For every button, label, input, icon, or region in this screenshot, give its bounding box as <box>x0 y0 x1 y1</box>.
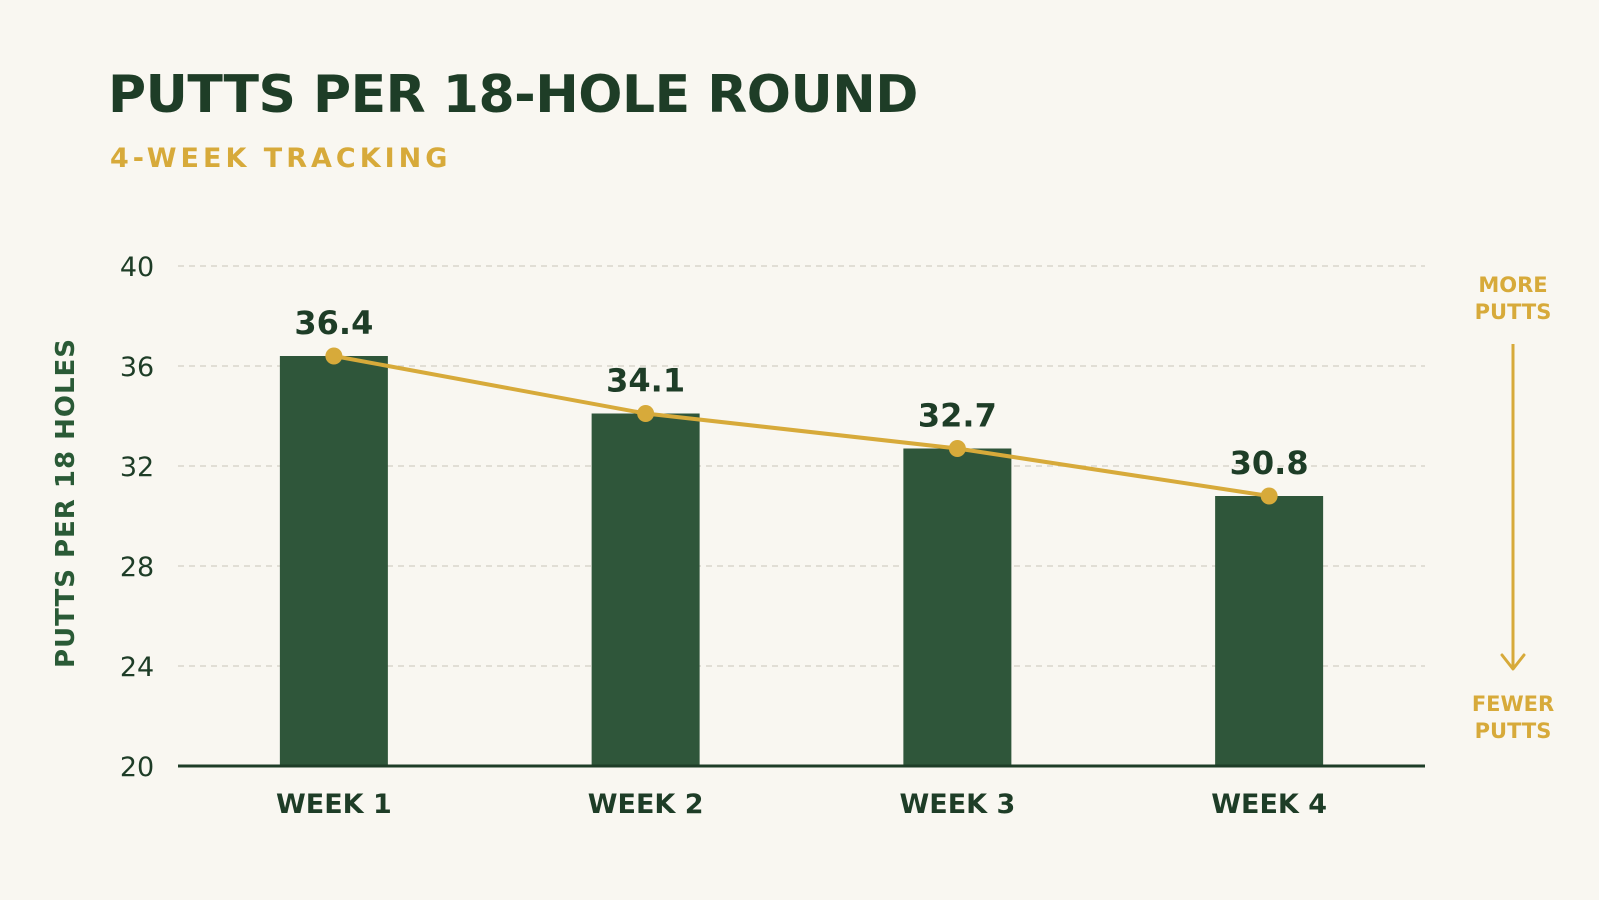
bar <box>279 356 388 766</box>
y-tick-label: 40 <box>120 252 154 283</box>
y-tick-label: 20 <box>120 752 154 783</box>
direction-legend: MORE PUTTS FEWER PUTTS <box>1472 273 1554 743</box>
trend-point <box>325 347 343 365</box>
bars <box>279 356 1324 766</box>
y-tick-label: 24 <box>120 652 154 683</box>
category-label: WEEK 1 <box>276 789 392 820</box>
legend-more-line2: PUTTS <box>1475 300 1552 324</box>
data-label: 34.1 <box>606 362 685 400</box>
data-label: 32.7 <box>918 397 997 435</box>
legend-more-line1: MORE <box>1478 273 1547 297</box>
bar <box>903 448 1012 766</box>
trend-line <box>325 347 1278 505</box>
chart-subtitle: 4-WEEK TRACKING <box>110 143 452 174</box>
trend-point <box>948 440 966 457</box>
category-label: WEEK 3 <box>899 789 1015 820</box>
category-label: WEEK 2 <box>588 789 704 820</box>
data-labels: 36.4 34.1 32.7 30.8 <box>294 304 1308 482</box>
bar <box>591 413 700 766</box>
legend-fewer-line1: FEWER <box>1472 692 1554 716</box>
y-tick-label: 32 <box>120 452 154 483</box>
y-tick-label: 28 <box>120 552 154 583</box>
category-label: WEEK 4 <box>1211 789 1327 820</box>
data-label: 30.8 <box>1230 444 1309 482</box>
y-axis-ticks: 20 24 28 32 36 40 <box>120 252 154 783</box>
trend-point <box>637 405 655 422</box>
y-axis-title: PUTTS PER 18 HOLES <box>51 338 81 668</box>
legend-fewer-line2: PUTTS <box>1475 719 1552 743</box>
trend-polyline <box>333 354 1270 498</box>
trend-point <box>1260 487 1278 505</box>
data-label: 36.4 <box>294 304 373 342</box>
chart-title: PUTTS PER 18-HOLE ROUND <box>108 65 918 125</box>
arrow-head-icon <box>1500 653 1526 671</box>
y-tick-label: 36 <box>120 352 154 383</box>
bar <box>1215 496 1324 766</box>
category-labels: WEEK 1 WEEK 2 WEEK 3 WEEK 4 <box>276 789 1327 820</box>
